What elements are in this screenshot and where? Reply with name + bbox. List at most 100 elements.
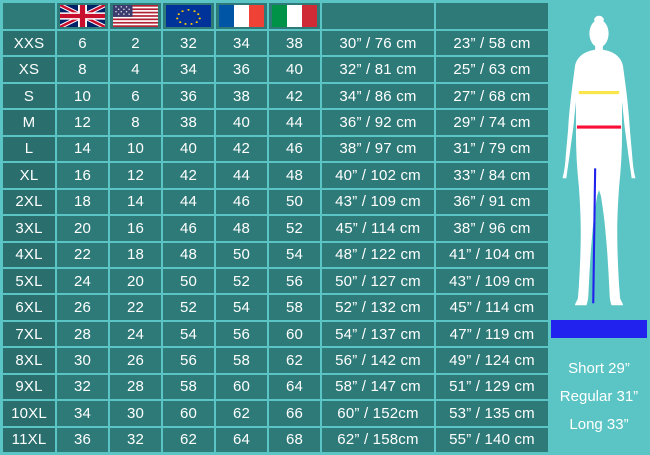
waist-measurement: 29” / 74 cm [436, 110, 548, 135]
waist-measurement: 47” / 119 cm [436, 321, 548, 347]
inseam-legend: Short 29” Regular 31” Long 33” [551, 340, 647, 452]
fr-size: 52 [216, 268, 267, 294]
eu-size: 40 [163, 136, 214, 162]
table-row: M 12 8 38 40 44 36” / 92 cm 29” / 74 cm [3, 110, 548, 135]
it-size: 44 [269, 110, 320, 135]
size-label: XXS [3, 31, 55, 56]
size-label: 11XL [3, 427, 55, 452]
fr-size: 42 [216, 136, 267, 162]
waist-measurement: 41” / 104 cm [436, 242, 548, 267]
it-size: 46 [269, 136, 320, 162]
eu-size: 46 [163, 216, 214, 241]
eu-size: 34 [163, 57, 214, 82]
eu-size: 54 [163, 321, 214, 347]
it-size: 50 [269, 189, 320, 215]
size-label: L [3, 136, 55, 162]
waist-measurement: 53” / 135 cm [436, 401, 548, 426]
waist-measurement: 31” / 79 cm [436, 136, 548, 162]
eu-size: 32 [163, 31, 214, 56]
size-label: 8XL [3, 348, 55, 373]
us-size: 10 [110, 136, 161, 162]
waist-measurement: 45” / 114 cm [436, 295, 548, 320]
bust-measurement: 43” / 109 cm [322, 189, 434, 215]
waist-measurement: 25” / 63 cm [436, 57, 548, 82]
eu-size: 50 [163, 268, 214, 294]
fr-size: 54 [216, 295, 267, 320]
uk-size: 32 [57, 374, 108, 400]
fr-size: 58 [216, 348, 267, 373]
us-size: 4 [110, 57, 161, 82]
bust-measurement: 30” / 76 cm [322, 31, 434, 56]
waist-measurement: 33” / 84 cm [436, 163, 548, 188]
size-label: M [3, 110, 55, 135]
fr-size: 34 [216, 31, 267, 56]
us-size: 12 [110, 163, 161, 188]
france-flag [216, 3, 267, 29]
it-size: 38 [269, 31, 320, 56]
uk-size: 28 [57, 321, 108, 347]
fr-size: 50 [216, 242, 267, 267]
us-size: 16 [110, 216, 161, 241]
uk-size: 34 [57, 401, 108, 426]
it-size: 48 [269, 163, 320, 188]
size-label: XS [3, 57, 55, 82]
uk-size: 22 [57, 242, 108, 267]
table-row: 9XL 32 28 58 60 64 58” / 147 cm 51” / 129 cm [3, 374, 548, 400]
us-size: 24 [110, 321, 161, 347]
us-size: 28 [110, 374, 161, 400]
table-row: XXS 6 2 32 34 38 30” / 76 cm 23” / 58 cm [3, 31, 548, 56]
size-label: 3XL [3, 216, 55, 241]
eu-size: 62 [163, 427, 214, 452]
waist-measurement: 36” / 91 cm [436, 189, 548, 215]
table-row: 2XL 18 14 44 46 50 43” / 109 cm 36” / 91 cm [3, 189, 548, 215]
bust-measurement: 38” / 97 cm [322, 136, 434, 162]
table-row: 7XL 28 24 54 56 60 54” / 137 cm 47” / 119 cm [3, 321, 548, 347]
inseam-header-bar [551, 320, 647, 338]
waist-header-bar [436, 3, 548, 29]
table-row: S 10 6 36 38 42 34” / 86 cm 27” / 68 cm [3, 83, 548, 109]
eu-size: 58 [163, 374, 214, 400]
uk-size: 6 [57, 31, 108, 56]
eu-size: 52 [163, 295, 214, 320]
header-size-blank [3, 3, 55, 29]
size-label: 9XL [3, 374, 55, 400]
bust-measurement: 40” / 102 cm [322, 163, 434, 188]
bust-measurement: 45” / 114 cm [322, 216, 434, 241]
eu-size: 44 [163, 189, 214, 215]
it-size: 66 [269, 401, 320, 426]
uk-size: 8 [57, 57, 108, 82]
bust-measurement: 60” / 152cm [322, 401, 434, 426]
fr-size: 40 [216, 110, 267, 135]
size-label: 7XL [3, 321, 55, 347]
bust-measurement: 54” / 137 cm [322, 321, 434, 347]
bust-measurement: 48” / 122 cm [322, 242, 434, 267]
fr-size: 36 [216, 57, 267, 82]
table-row: 10XL 34 30 60 62 66 60” / 152cm 53” / 135 cm [3, 401, 548, 426]
us-size: 30 [110, 401, 161, 426]
female-body-silhouette [551, 3, 647, 318]
it-size: 42 [269, 83, 320, 109]
inseam-option-short: Short 29” [568, 359, 630, 377]
it-size: 64 [269, 374, 320, 400]
uk-size: 10 [57, 83, 108, 109]
usa-flag [110, 3, 161, 29]
fr-size: 44 [216, 163, 267, 188]
us-size: 18 [110, 242, 161, 267]
bust-measurement: 32” / 81 cm [322, 57, 434, 82]
it-size: 62 [269, 348, 320, 373]
uk-size: 20 [57, 216, 108, 241]
waist-measurement: 55” / 140 cm [436, 427, 548, 452]
it-size: 54 [269, 242, 320, 267]
us-size: 2 [110, 31, 161, 56]
size-label: 5XL [3, 268, 55, 294]
waist-measurement: 51” / 129 cm [436, 374, 548, 400]
uk-size: 24 [57, 268, 108, 294]
waist-measurement: 43” / 109 cm [436, 268, 548, 294]
waist-measurement: 27” / 68 cm [436, 83, 548, 109]
it-size: 60 [269, 321, 320, 347]
us-size: 8 [110, 110, 161, 135]
size-label: 4XL [3, 242, 55, 267]
table-row: 5XL 24 20 50 52 56 50” / 127 cm 43” / 109 cm [3, 268, 548, 294]
uk-size: 14 [57, 136, 108, 162]
